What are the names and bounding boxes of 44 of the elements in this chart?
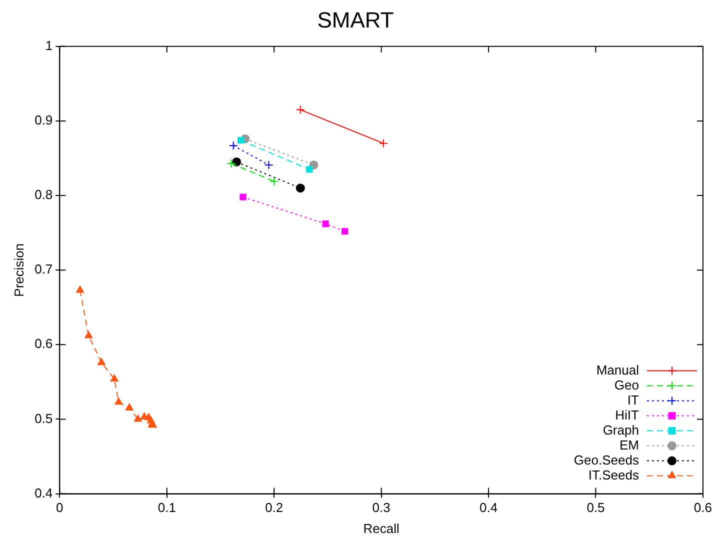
x-tick-label: 0.2	[265, 500, 284, 516]
point	[76, 286, 84, 293]
x-tick-label: 0.1	[158, 500, 176, 516]
point	[110, 374, 118, 382]
y-tick-label: 0.8	[34, 187, 53, 202]
point	[342, 228, 348, 235]
point	[134, 414, 142, 422]
x-tick-label: 0	[56, 500, 64, 516]
point	[264, 160, 274, 170]
legend-label: Geo.Seeds	[574, 452, 640, 468]
legend-label: IT.Seeds	[588, 467, 640, 482]
point	[240, 194, 246, 200]
x-tick-label: 0.6	[694, 500, 712, 516]
legend-label: IT	[627, 392, 640, 408]
y-tick-label: 0.6	[34, 336, 53, 352]
x-tick-label: 0.5	[586, 500, 605, 516]
point	[238, 137, 244, 144]
x-tick-label: 0.3	[372, 500, 390, 516]
point	[270, 176, 279, 186]
legend-label: Geo	[614, 377, 639, 392]
point	[296, 184, 305, 193]
x-axis-title: Recall	[363, 520, 400, 536]
point	[125, 404, 134, 411]
point	[98, 358, 106, 366]
point	[84, 331, 93, 338]
y-tick-label: 0.9	[34, 112, 53, 128]
y-tick-label: 0.7	[34, 262, 53, 277]
legend-label: HiIT	[615, 407, 640, 422]
point	[226, 158, 236, 168]
legend-label: EM	[619, 437, 639, 452]
legend-label: Graph	[602, 422, 639, 438]
point	[378, 138, 388, 148]
legend-label: Manual	[596, 362, 640, 378]
y-tick-label: 0.4	[34, 485, 53, 500]
chart-title: SMART	[317, 7, 394, 32]
y-tick-label: 1	[45, 38, 53, 53]
point	[306, 166, 313, 173]
x-tick-label: 0.4	[479, 500, 498, 516]
point	[228, 141, 238, 150]
y-tick-label: 0.5	[34, 410, 53, 426]
y-axis-title: Precision	[11, 243, 26, 297]
point	[322, 220, 329, 228]
point	[114, 398, 123, 405]
point	[296, 105, 305, 114]
